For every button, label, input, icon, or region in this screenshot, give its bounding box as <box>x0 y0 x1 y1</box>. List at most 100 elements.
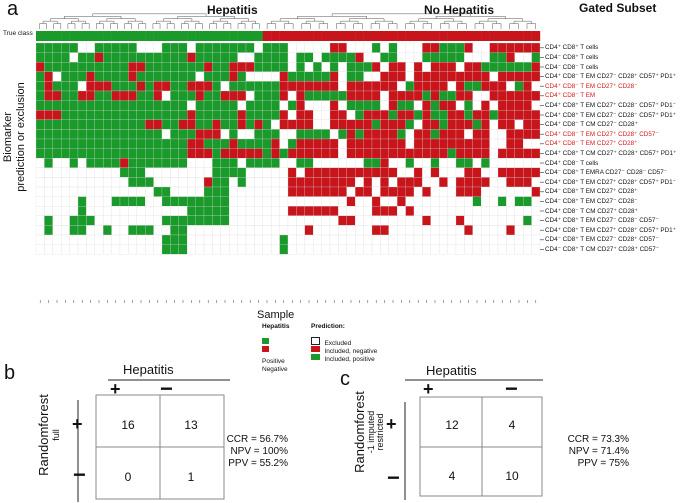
heatmap-cell <box>481 42 490 53</box>
heatmap-cell <box>464 206 473 216</box>
legend-included-negative: Included, negative <box>311 340 377 358</box>
heatmap-cell <box>439 158 448 168</box>
true-class-cell <box>187 31 196 41</box>
heatmap-cell <box>413 129 423 140</box>
true-class-cell <box>111 31 121 41</box>
heatmap-cell <box>77 71 87 82</box>
hepatitis-group-label: Hepatitis <box>207 3 258 17</box>
heatmap-cell <box>103 110 112 120</box>
heatmap-cell <box>187 129 196 140</box>
heatmap-cell <box>86 81 95 92</box>
heatmap-cell <box>346 138 356 149</box>
heatmap-cell <box>170 90 179 101</box>
heatmap-cell <box>203 62 213 72</box>
heatmap-cell <box>178 129 188 140</box>
heatmap-cell <box>170 234 179 245</box>
heatmap-cell <box>455 110 465 120</box>
heatmap-cell <box>262 52 272 63</box>
heatmap-cell <box>422 52 431 63</box>
heatmap-cell <box>128 90 137 101</box>
heatmap-cell <box>472 42 482 53</box>
heatmap-cell <box>304 167 314 178</box>
heatmap-cell <box>472 62 482 72</box>
heatmap-cell <box>94 215 104 226</box>
heatmap-cell <box>355 167 364 178</box>
heatmap-cell <box>321 42 331 53</box>
heatmap-cell <box>447 225 457 236</box>
heatmap-cell <box>304 244 314 255</box>
heatmap-cell <box>170 158 179 168</box>
heatmap-cell <box>128 71 137 82</box>
true-class-cell <box>523 31 532 41</box>
true-class-cell <box>61 31 70 41</box>
heatmap-cell <box>103 42 112 53</box>
heatmap-cell <box>497 148 507 159</box>
heatmap-cell <box>371 206 381 216</box>
heatmap-cell <box>329 129 339 140</box>
heatmap-cell <box>321 119 331 130</box>
dendrogram-branch <box>301 23 311 26</box>
heatmap-cell <box>455 42 465 53</box>
heatmap-cell <box>111 119 121 130</box>
heatmap-cell <box>321 186 331 197</box>
heatmap-cell <box>363 52 373 63</box>
heatmap-cell <box>69 196 79 207</box>
heatmap-cell <box>178 206 188 216</box>
heatmap-cell <box>481 186 490 197</box>
heatmap-cell <box>203 167 213 178</box>
dendrogram-branch <box>163 18 193 22</box>
heatmap-cell <box>35 244 45 255</box>
heatmap-cell <box>405 177 415 188</box>
heatmap-cell <box>430 225 440 236</box>
heatmap-cell <box>128 42 137 53</box>
heatmap-cell <box>69 138 79 149</box>
heatmap-cell <box>254 225 263 236</box>
heatmap-cell <box>481 138 490 149</box>
heatmap-cell <box>187 158 196 168</box>
panel-c-row-title: Randomforest -1 imputed restricted <box>352 391 385 473</box>
heatmap-cell <box>254 177 263 188</box>
heatmap-cell <box>313 138 322 149</box>
heatmap-cell <box>430 119 440 130</box>
heatmap-cell <box>464 129 473 140</box>
heatmap-cell <box>422 244 431 255</box>
heatmap-cell <box>430 129 440 140</box>
heatmap-cell <box>237 225 247 236</box>
heatmap-cell <box>119 71 129 82</box>
heatmap-cell <box>44 110 53 120</box>
heatmap-cell <box>153 215 163 226</box>
heatmap-cell <box>296 42 305 53</box>
heatmap-cell <box>178 225 188 236</box>
heatmap-cell <box>523 225 532 236</box>
heatmap-cell <box>212 234 221 245</box>
heatmap-cell <box>380 148 389 159</box>
heatmap-cell <box>304 206 314 216</box>
heatmap-cell <box>506 110 515 120</box>
heatmap-cell <box>254 119 263 130</box>
heatmap-cell <box>136 196 146 207</box>
heatmap-cell <box>472 71 482 82</box>
heatmap-cell <box>329 81 339 92</box>
heatmap-cell <box>212 138 221 149</box>
heatmap-cell <box>187 148 196 159</box>
heatmap-cell <box>422 234 431 245</box>
heatmap-cell <box>245 206 255 216</box>
heatmap-cell <box>321 177 331 188</box>
heatmap-cell <box>170 42 179 53</box>
heatmap-cell <box>481 62 490 72</box>
heatmap-cell <box>321 138 331 149</box>
heatmap-cell <box>119 186 129 197</box>
true-class-cell <box>296 31 305 41</box>
heatmap-cell <box>287 177 297 188</box>
heatmap-cell <box>220 52 230 63</box>
heatmap-cell <box>69 110 79 120</box>
panel-b-letter: b <box>4 362 16 384</box>
panel-b-row-title: Randomforest full <box>36 394 61 476</box>
heatmap-cell <box>363 42 373 53</box>
heatmap-cell <box>413 215 423 226</box>
heatmap-cell <box>44 206 53 216</box>
true-class-cell <box>162 31 171 41</box>
heatmap-cell <box>178 158 188 168</box>
heatmap-cell <box>128 215 137 226</box>
heatmap-cell <box>61 129 70 140</box>
